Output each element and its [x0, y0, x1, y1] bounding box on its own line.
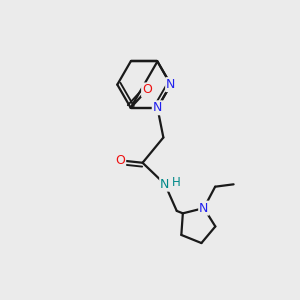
Text: O: O [142, 83, 152, 96]
Text: N: N [199, 202, 208, 214]
Text: H: H [172, 176, 181, 190]
Text: N: N [153, 101, 162, 114]
Text: O: O [115, 154, 125, 167]
Text: N: N [166, 78, 176, 91]
Text: N: N [160, 178, 170, 191]
